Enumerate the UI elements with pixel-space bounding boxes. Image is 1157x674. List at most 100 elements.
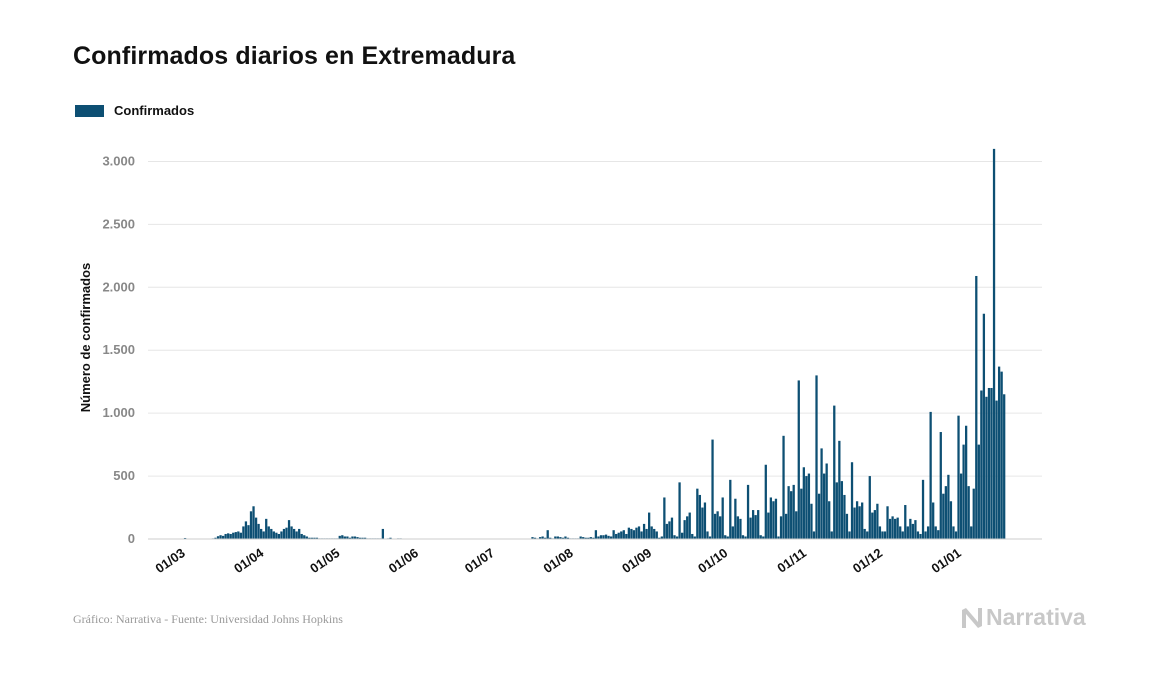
bar <box>582 537 585 539</box>
bar <box>303 535 306 539</box>
bar <box>843 494 846 539</box>
bar <box>970 526 973 539</box>
bar <box>739 518 742 539</box>
bar <box>724 535 727 539</box>
bars <box>183 148 1006 539</box>
bar <box>815 375 818 539</box>
bar <box>812 531 816 539</box>
bar <box>985 396 988 539</box>
bar <box>825 463 828 539</box>
bar <box>622 530 625 539</box>
bar <box>861 502 864 539</box>
bar <box>729 479 732 539</box>
bar <box>561 537 565 539</box>
x-axis-ticks: 01/03 01/04 01/05 01/06 01/07 01/08 01/09 01/10… <box>152 545 963 576</box>
bar <box>873 510 876 539</box>
bar <box>741 535 745 539</box>
bar <box>995 400 998 539</box>
bar <box>777 536 780 539</box>
bar <box>713 513 717 539</box>
bar <box>792 484 795 539</box>
bar <box>790 491 793 539</box>
bar <box>650 526 653 539</box>
bar <box>749 517 752 539</box>
bar <box>967 486 970 539</box>
bar <box>772 501 775 539</box>
bar <box>751 510 755 539</box>
bar <box>642 523 646 539</box>
bar <box>546 530 549 539</box>
bar <box>292 528 296 539</box>
bar <box>787 486 790 539</box>
bar <box>675 536 679 539</box>
bar <box>835 482 838 539</box>
bar <box>310 537 314 539</box>
bar <box>906 526 909 539</box>
bar <box>858 506 861 539</box>
x-tick-label: 01/04 <box>231 545 267 576</box>
bar <box>701 507 704 539</box>
bar <box>227 533 230 539</box>
bar <box>774 498 778 539</box>
bar <box>615 533 618 539</box>
bar-chart: 0 500 1.000 1.500 2.000 2.500 3.000 01/03 01/04… <box>78 148 1042 576</box>
bar <box>305 536 308 539</box>
bar <box>308 537 311 539</box>
bar <box>272 531 275 539</box>
bar <box>721 497 724 539</box>
bar <box>848 531 851 539</box>
bar <box>351 536 354 539</box>
x-tick-label: 01/01 <box>928 545 963 576</box>
bar <box>716 511 719 539</box>
x-tick-label: 01/10 <box>695 545 730 576</box>
bar <box>249 511 253 539</box>
bar <box>216 536 220 539</box>
bar <box>252 506 255 539</box>
bar <box>584 537 587 539</box>
bar <box>597 536 600 539</box>
bar <box>706 531 709 539</box>
bar <box>708 536 712 539</box>
bar <box>962 444 965 539</box>
y-axis-title: Número de confirmados <box>78 263 93 413</box>
bar <box>566 537 570 539</box>
bar <box>883 531 887 539</box>
bar <box>599 535 603 539</box>
bar <box>637 526 641 539</box>
bar <box>820 448 823 539</box>
bar <box>531 537 534 539</box>
bar <box>833 405 836 539</box>
bar <box>645 528 648 539</box>
x-tick-label: 01/09 <box>619 545 654 576</box>
bar <box>298 528 301 539</box>
bar <box>744 536 747 539</box>
bar <box>888 518 892 539</box>
bar <box>871 512 874 539</box>
bar <box>924 531 927 539</box>
bar <box>338 535 341 539</box>
bar <box>711 439 714 539</box>
bar <box>632 530 636 539</box>
bar <box>911 523 915 539</box>
bar <box>300 533 303 539</box>
bar <box>247 525 250 539</box>
bar <box>257 523 260 539</box>
bar <box>868 476 871 539</box>
bar <box>982 313 986 539</box>
bar <box>764 464 767 539</box>
bar <box>183 537 187 539</box>
bar <box>544 537 547 539</box>
bar <box>703 502 707 539</box>
bar <box>262 531 265 539</box>
bar <box>990 387 993 539</box>
bar <box>853 507 856 539</box>
bar <box>538 537 542 539</box>
bar <box>686 516 689 539</box>
bar <box>224 533 227 539</box>
bar <box>997 366 1001 539</box>
x-tick-label: 01/07 <box>462 545 497 576</box>
bar <box>762 536 765 539</box>
bar <box>769 497 773 539</box>
bar <box>939 432 942 539</box>
bar <box>280 531 283 539</box>
